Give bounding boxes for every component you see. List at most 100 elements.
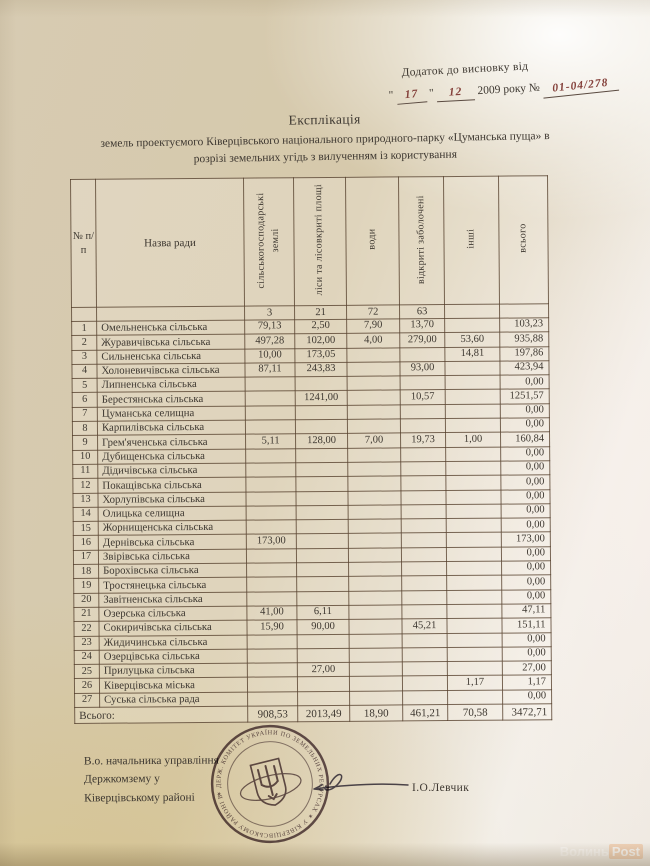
value-cell: 279,00 xyxy=(399,332,445,348)
quote-mark: " xyxy=(428,87,435,100)
value-cell xyxy=(295,447,348,463)
value-cell: 6 xyxy=(72,392,98,408)
value-cell xyxy=(445,475,501,491)
photo-watermark: Волинь Post xyxy=(560,844,643,859)
council-name-cell: Борохівська сільська xyxy=(98,563,247,579)
col-header-council: Назва ради xyxy=(95,178,245,308)
council-name-cell: Журавичівська сільська xyxy=(96,334,245,350)
signature-block: В.о. начальника управління Держкомзему у… xyxy=(84,752,219,808)
value-cell xyxy=(295,405,348,420)
quote-mark: " xyxy=(388,89,394,102)
value-cell: 87,11 xyxy=(244,362,296,378)
value-cell xyxy=(446,575,502,591)
council-name-cell: Звірівська сільська xyxy=(98,548,247,565)
value-cell xyxy=(401,575,447,591)
value-cell xyxy=(296,505,349,520)
official-round-stamp: ✶ ДЕРЖ. КОМІТЕТ УКРАЇНИ ПО ЗЕМЕЛЬНИХ РЕС… xyxy=(195,709,336,853)
council-name-cell: Прилуцька сільська xyxy=(99,663,248,679)
value-cell: 935,88 xyxy=(499,332,549,347)
total-label: Всього: xyxy=(74,706,248,724)
value-cell xyxy=(402,675,448,691)
value-cell xyxy=(247,677,298,692)
value-cell: 151,11 xyxy=(501,617,552,633)
value-cell xyxy=(444,318,500,333)
value-cell: 197,86 xyxy=(499,346,549,362)
value-cell xyxy=(245,462,296,478)
code-cell xyxy=(96,306,245,322)
value-cell xyxy=(447,632,503,648)
value-cell xyxy=(401,533,447,548)
value-cell xyxy=(400,404,446,419)
table-header-row: № п/п Назва ради сільськогосподарські зе… xyxy=(70,175,549,308)
value-cell xyxy=(245,391,296,406)
value-cell: 18 xyxy=(73,564,99,579)
value-cell: 13 xyxy=(72,492,99,508)
value-cell: 23 xyxy=(74,635,100,651)
total-swamp: 461,21 xyxy=(402,704,448,721)
value-cell: 15,90 xyxy=(246,619,298,635)
value-cell: 0,00 xyxy=(501,560,551,576)
value-cell xyxy=(247,691,298,707)
value-cell xyxy=(246,562,297,578)
council-name-cell: Хорлупівська сільська xyxy=(97,491,247,508)
col-header-total: всього xyxy=(498,175,549,305)
value-cell: 7 xyxy=(72,407,98,422)
value-cell: 41,00 xyxy=(246,605,297,621)
value-cell xyxy=(296,562,349,578)
council-name-cell: Дідичівська сільська xyxy=(97,463,246,479)
value-cell: 79,13 xyxy=(244,319,295,335)
value-cell: 27 xyxy=(74,693,100,708)
value-cell xyxy=(295,419,348,435)
code-cell xyxy=(444,304,500,319)
value-cell: 1,17 xyxy=(502,675,552,690)
council-name-cell: Цуманська селищна xyxy=(97,405,246,422)
value-cell xyxy=(296,590,349,606)
value-cell xyxy=(348,519,402,534)
value-cell xyxy=(446,618,503,634)
value-cell xyxy=(295,490,349,506)
value-cell: 19,73 xyxy=(400,432,446,448)
value-cell xyxy=(349,647,403,663)
land-explication-table: № п/п Назва ради сільськогосподарські зе… xyxy=(70,175,553,724)
watermark-part2: Post xyxy=(608,844,643,859)
council-name-cell: Озерцівська сільська xyxy=(99,648,248,665)
value-cell: 4 xyxy=(71,364,98,379)
value-cell xyxy=(347,461,401,477)
value-cell: 160,84 xyxy=(500,432,550,447)
value-cell: 0,00 xyxy=(501,503,551,519)
code-cell xyxy=(71,307,97,322)
handwritten-number: 01-04/278 xyxy=(542,74,620,99)
value-cell: 0,00 xyxy=(500,460,550,476)
value-cell xyxy=(348,576,402,591)
document-title-block: Експлікація земель проектуємого Ківерців… xyxy=(0,106,650,171)
value-cell: 16 xyxy=(73,535,99,551)
watermark-part1: Волинь xyxy=(559,844,609,859)
value-cell xyxy=(245,376,296,392)
value-cell xyxy=(445,375,501,391)
value-cell: 27,00 xyxy=(297,662,350,678)
value-cell xyxy=(348,561,402,577)
value-cell xyxy=(347,390,401,406)
value-cell: 6,11 xyxy=(296,605,349,620)
value-cell: 173,05 xyxy=(294,347,347,363)
value-cell: 1,17 xyxy=(447,675,503,691)
value-cell xyxy=(446,532,502,548)
council-name-cell: Жорнищенська сільська xyxy=(98,520,247,536)
stamp-ring-text: ✶ ДЕРЖ. КОМІТЕТ УКРАЇНИ ПО ЗЕМЕЛЬНИХ РЕС… xyxy=(195,709,336,853)
value-cell xyxy=(296,576,349,592)
value-cell xyxy=(446,561,502,576)
col-header-water: води xyxy=(345,176,400,306)
value-cell xyxy=(401,518,447,534)
council-name-cell: Сокиричівська сільська xyxy=(98,620,248,636)
value-cell: 22 xyxy=(73,621,100,637)
table-body: 1 Омельненська сільська 79,13 2,50 7,90 13,70… xyxy=(71,317,552,708)
council-name-cell: Ківерцівська міська xyxy=(99,677,248,694)
value-cell: 243,83 xyxy=(294,362,348,377)
value-cell: 12 xyxy=(72,478,98,494)
value-cell xyxy=(401,590,447,605)
value-cell: 497,28 xyxy=(244,334,295,349)
value-cell: 24 xyxy=(74,650,100,665)
value-cell: 10,00 xyxy=(244,348,295,364)
handwritten-day: 17 xyxy=(395,86,427,105)
value-cell xyxy=(245,477,296,492)
